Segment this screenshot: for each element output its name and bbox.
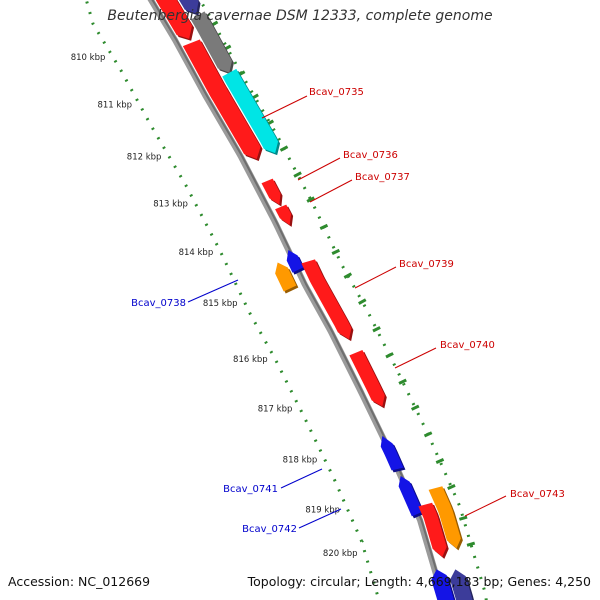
backbone-line [147,0,447,600]
outer-major-tick [458,515,468,521]
gene-arrow-unlabeled-7 [275,204,292,225]
outer-major-tick [279,145,289,152]
outer-major-tick [435,458,445,465]
gene-label: Bcav_0735 [309,87,364,98]
outer-minor-tick [343,272,353,279]
gene-arrow-unlabeled-2 [182,39,230,106]
outer-minor-tick [423,431,433,438]
gene-label: Bcav_0738 [131,298,186,309]
scale-tick-label: 815 kbp [203,299,238,309]
topology-text: Topology: circular; Length: 4,669,183 bp… [247,574,591,589]
scale-tick-label: 810 kbp [71,53,106,63]
scale-tick-label: 811 kbp [97,101,132,111]
gene-arrow-Bcav_0743 [428,486,461,549]
gene-arrow-Bcav_0742 [398,476,423,517]
gene-arrow-Bcav_0739 [301,259,352,340]
accession-text: Accession: NC_012669 [8,574,151,589]
gene-label-leader [464,495,507,517]
gene-label: Bcav_0741 [223,484,278,495]
outer-minor-tick [319,223,329,231]
gene-label-leader [394,347,437,369]
gene-label-leader [261,95,308,119]
gene-label-leader [297,157,341,181]
gene-label: Bcav_0736 [343,150,398,161]
scale-tick-label: 818 kbp [283,455,318,465]
gene-label-leader [280,468,323,489]
map-title: Beutenbergia cavernae DSM 12333, complet… [107,8,493,24]
outer-major-tick [385,352,394,359]
gene-arrow-unlabeled-16 [431,569,454,600]
gene-label-leader [187,279,239,303]
gene-arrow-Bcav_0741 [380,436,404,471]
scale-tick-label: 812 kbp [127,152,162,162]
outer-major-tick [306,196,315,203]
scale-tick-label: 816 kbp [233,355,268,365]
gene-arrow-Bcav_0736 [209,85,261,159]
scale-tick-label: 814 kbp [179,248,214,258]
gene-arrow-unlabeled-17 [450,569,473,600]
gene-arrow-Bcav_0738 [275,262,297,292]
gene-arrow-unlabeled-9 [286,250,304,273]
gene-label-leader [309,179,353,203]
gene-label: Bcav_0740 [440,340,495,351]
gene-label: Bcav_0742 [242,524,297,535]
gene-arrow-unlabeled-3 [190,11,232,73]
gene-label: Bcav_0737 [355,172,410,183]
outer-minor-tick [293,171,302,178]
gene-arrow-Bcav_0735 [222,68,279,154]
outer-major-tick [410,404,420,411]
gene-arrow-unlabeled-1 [178,0,199,14]
gene-label-leader [298,508,342,529]
gene-arrow-unlabeled-14 [418,502,447,557]
gene-label: Bcav_0743 [510,489,565,500]
outer-minor-tick [398,378,407,385]
outer-major-tick [331,248,341,256]
gene-arrow-Bcav_0737 [261,178,281,205]
gene-label-leader [354,266,397,289]
gene-arrow-Bcav_0740 [349,350,385,407]
scale-tick-label: 820 kbp [323,549,358,559]
outer-minor-tick [447,484,456,491]
outer-minor-tick [372,326,381,333]
outer-major-tick [358,298,367,305]
scale-tick-label: 813 kbp [153,199,188,209]
gene-label: Bcav_0739 [399,259,454,270]
gene-arrow-unlabeled-0 [155,0,193,39]
scale-tick-label: 817 kbp [258,404,293,414]
outer-minor-tick [466,541,476,547]
scale-tick-label: 819 kbp [305,505,340,515]
